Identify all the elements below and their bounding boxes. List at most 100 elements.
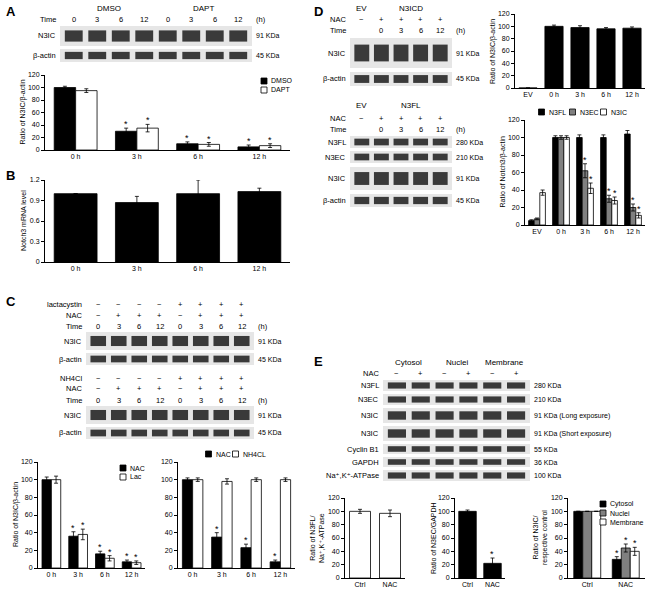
- svg-text:0 h: 0 h: [556, 228, 566, 235]
- svg-text:40: 40: [32, 121, 40, 128]
- svg-text:*: *: [583, 155, 587, 165]
- svg-text:N3IC: N3IC: [328, 49, 346, 58]
- svg-text:55 KDa: 55 KDa: [534, 446, 557, 453]
- svg-text:Na⁺,K⁺-ATPase: Na⁺,K⁺-ATPase: [326, 471, 379, 480]
- svg-text:Nuclei: Nuclei: [610, 510, 630, 517]
- svg-text:120: 120: [328, 494, 340, 501]
- svg-text:60: 60: [32, 109, 40, 116]
- svg-text:*: *: [81, 520, 85, 530]
- svg-text:+: +: [466, 369, 471, 378]
- svg-text:+: +: [137, 311, 142, 320]
- svg-text:40: 40: [332, 548, 340, 555]
- svg-text:20: 20: [32, 134, 40, 141]
- svg-text:3: 3: [117, 322, 121, 331]
- svg-text:Ratio of N3EC/GAPDH: Ratio of N3EC/GAPDH: [430, 502, 437, 574]
- svg-text:0: 0: [559, 574, 563, 581]
- svg-text:N3IC: N3IC: [328, 174, 346, 183]
- svg-text:−: −: [490, 369, 495, 378]
- svg-text:6 h: 6 h: [604, 228, 614, 235]
- svg-text:12 h: 12 h: [625, 91, 639, 98]
- svg-text:280 KDa: 280 KDa: [534, 382, 561, 389]
- svg-text:12: 12: [238, 322, 246, 331]
- svg-text:(h): (h): [456, 125, 466, 134]
- svg-text:210 KDa: 210 KDa: [534, 396, 561, 403]
- svg-text:+: +: [137, 384, 142, 393]
- svg-text:Membrane: Membrane: [485, 358, 524, 367]
- svg-text:+: +: [438, 15, 443, 24]
- svg-text:NH4Cl: NH4Cl: [60, 374, 82, 383]
- svg-text:N3FL: N3FL: [549, 109, 566, 116]
- svg-text:N3IC: N3IC: [361, 429, 379, 438]
- svg-text:−: −: [96, 300, 101, 309]
- svg-text:0: 0: [36, 258, 40, 265]
- svg-text:Time: Time: [330, 26, 346, 35]
- svg-text:80: 80: [512, 151, 520, 158]
- svg-text:12: 12: [156, 396, 164, 405]
- svg-text:Cytosol: Cytosol: [395, 358, 422, 367]
- svg-text:120: 120: [508, 116, 520, 123]
- svg-text:0: 0: [29, 564, 33, 571]
- svg-text:+: +: [239, 384, 244, 393]
- svg-text:0: 0: [379, 125, 383, 134]
- svg-text:NAC: NAC: [330, 114, 346, 123]
- svg-text:12: 12: [234, 15, 242, 24]
- svg-text:EV: EV: [523, 91, 533, 98]
- svg-text:−: −: [157, 300, 162, 309]
- svg-text:20: 20: [442, 561, 450, 568]
- svg-text:0: 0: [96, 396, 100, 405]
- svg-text:Membrane: Membrane: [610, 519, 644, 526]
- svg-text:60: 60: [25, 511, 33, 518]
- svg-text:+: +: [399, 114, 404, 123]
- svg-text:6: 6: [119, 15, 123, 24]
- svg-text:0: 0: [336, 574, 340, 581]
- svg-text:120: 120: [21, 458, 33, 465]
- svg-text:3 h: 3 h: [580, 228, 590, 235]
- svg-text:0 h: 0 h: [71, 265, 81, 272]
- svg-text:91 KDa: 91 KDa: [256, 32, 279, 39]
- svg-text:N3IC: N3IC: [361, 411, 379, 420]
- svg-text:+: +: [178, 374, 183, 383]
- svg-text:6: 6: [219, 396, 223, 405]
- svg-text:12: 12: [436, 26, 444, 35]
- svg-text:+: +: [219, 311, 224, 320]
- svg-text:+: +: [198, 374, 203, 383]
- svg-text:−: −: [137, 300, 142, 309]
- svg-text:3: 3: [199, 396, 203, 405]
- svg-text:N3ICD: N3ICD: [399, 4, 423, 13]
- svg-text:N3FL: N3FL: [328, 138, 346, 147]
- svg-text:+: +: [418, 369, 423, 378]
- svg-text:β-actin: β-actin: [33, 51, 56, 60]
- svg-text:−: −: [359, 15, 364, 24]
- svg-text:*: *: [637, 204, 641, 214]
- svg-text:+: +: [219, 374, 224, 383]
- svg-text:+: +: [157, 311, 162, 320]
- svg-text:40: 40: [512, 186, 520, 193]
- svg-text:+: +: [157, 384, 162, 393]
- svg-text:0: 0: [506, 84, 510, 91]
- svg-text:6 h: 6 h: [601, 91, 611, 98]
- svg-text:*: *: [215, 524, 219, 534]
- svg-text:3 h: 3 h: [132, 153, 142, 160]
- svg-text:80: 80: [165, 494, 173, 501]
- svg-text:0 h: 0 h: [188, 571, 198, 578]
- svg-text:NAC: NAC: [383, 581, 398, 588]
- svg-text:+: +: [379, 114, 384, 123]
- svg-text:40: 40: [502, 60, 510, 67]
- svg-text:N3EC: N3EC: [580, 109, 599, 116]
- svg-text:C: C: [6, 294, 16, 309]
- svg-text:(h): (h): [258, 396, 268, 405]
- svg-text:*: *: [490, 549, 494, 559]
- svg-text:*: *: [273, 551, 277, 561]
- svg-text:20: 20: [165, 547, 173, 554]
- svg-text:60: 60: [502, 47, 510, 54]
- svg-text:6: 6: [419, 26, 423, 35]
- svg-text:3: 3: [399, 125, 403, 134]
- svg-text:*: *: [607, 186, 611, 196]
- svg-text:*: *: [613, 188, 617, 198]
- svg-text:N3EC: N3EC: [358, 395, 379, 404]
- svg-text:−: −: [157, 374, 162, 383]
- svg-text:Time: Time: [66, 322, 82, 331]
- svg-text:91 KDa: 91 KDa: [456, 50, 479, 57]
- svg-text:120: 120: [438, 494, 450, 501]
- svg-text:NAC: NAC: [485, 581, 500, 588]
